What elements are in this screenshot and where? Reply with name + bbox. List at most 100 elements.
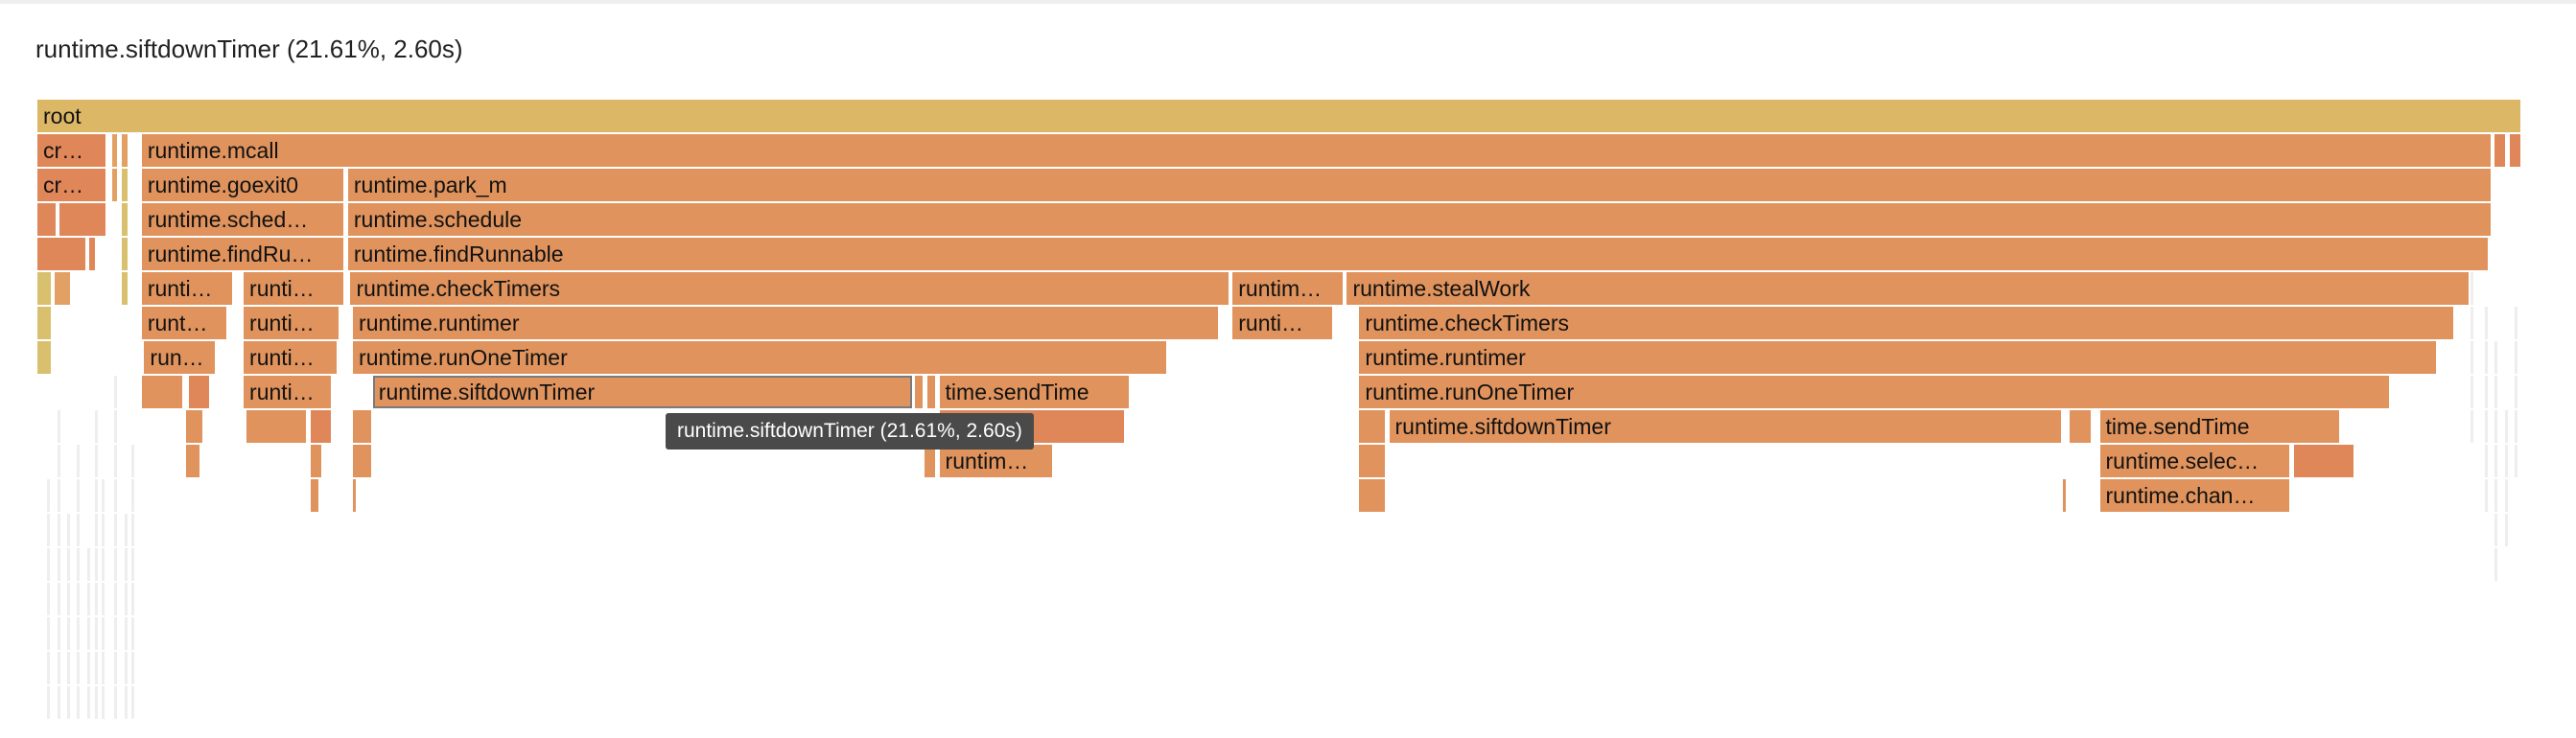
flame-frame[interactable]	[186, 410, 204, 443]
flame-frame[interactable]: runtime.findRu…	[141, 238, 346, 270]
flame-frame[interactable]	[311, 479, 321, 512]
flame-frame-sliver[interactable]	[102, 548, 105, 581]
flame-frame-sliver[interactable]	[86, 652, 90, 684]
flame-frame-sliver[interactable]	[102, 686, 105, 719]
flame-frame-sliver[interactable]	[2485, 307, 2489, 339]
flame-frame-sliver[interactable]	[47, 583, 51, 615]
flame-frame[interactable]: run…	[144, 341, 217, 374]
flame-frame-sliver[interactable]	[86, 583, 90, 615]
flame-frame-sliver[interactable]	[131, 652, 135, 684]
flame-frame-sliver[interactable]	[102, 617, 105, 650]
flame-frame-sliver[interactable]	[67, 617, 71, 650]
flame-frame[interactable]: time.sendTime	[2099, 410, 2341, 443]
flame-frame[interactable]	[2070, 410, 2093, 443]
flame-frame-sliver[interactable]	[57, 686, 60, 719]
flame-frame[interactable]: runtime.runOneTimer	[1359, 376, 2391, 408]
flame-frame-sliver[interactable]	[131, 617, 135, 650]
flame-frame-sliver[interactable]	[57, 583, 60, 615]
flame-frame-sliver[interactable]	[2515, 341, 2518, 374]
flame-frame[interactable]: runti…	[244, 341, 339, 374]
flame-frame-sliver[interactable]	[67, 583, 71, 615]
flame-frame[interactable]: runti…	[244, 376, 334, 408]
flame-frame-sliver[interactable]	[67, 548, 71, 581]
flame-frame-sliver[interactable]	[77, 686, 81, 719]
flame-frame-sliver[interactable]	[67, 652, 71, 684]
flame-frame-sliver[interactable]	[77, 617, 81, 650]
flame-frame[interactable]: runtime.runOneTimer	[353, 341, 1168, 374]
flame-frame[interactable]: runtime.schedule	[347, 203, 2493, 236]
flame-frame-sliver[interactable]	[2515, 445, 2518, 477]
flame-frame[interactable]	[59, 203, 107, 236]
flame-frame-sliver[interactable]	[94, 514, 98, 546]
flame-frame-sliver[interactable]	[47, 548, 51, 581]
flame-frame[interactable]: runtime.park_m	[347, 169, 2493, 201]
flame-frame[interactable]	[122, 169, 129, 201]
flame-frame-sliver[interactable]	[2485, 376, 2489, 408]
flame-frame-sliver[interactable]	[2470, 272, 2473, 305]
flame-frame[interactable]	[2293, 445, 2356, 477]
flame-frame-sliver[interactable]	[114, 583, 118, 615]
flame-frame-sliver[interactable]	[102, 583, 105, 615]
flame-frame-sliver[interactable]	[102, 479, 105, 512]
flame-frame-sliver[interactable]	[57, 652, 60, 684]
flame-frame-sliver[interactable]	[2504, 514, 2508, 546]
flame-frame-sliver[interactable]	[94, 548, 98, 581]
flame-frame[interactable]: runtime.sched…	[141, 203, 346, 236]
flame-frame-sliver[interactable]	[102, 652, 105, 684]
flame-frame[interactable]	[2510, 134, 2522, 167]
flame-frame[interactable]	[122, 203, 129, 236]
flame-frame-sliver[interactable]	[2515, 307, 2518, 339]
flame-frame[interactable]	[311, 410, 334, 443]
flame-frame-sliver[interactable]	[131, 445, 135, 477]
flame-frame-sliver[interactable]	[2494, 514, 2498, 546]
flame-frame[interactable]: runtime.checkTimers	[350, 272, 1230, 305]
flame-frame[interactable]	[2494, 134, 2508, 167]
flame-frame[interactable]: cr…	[37, 134, 107, 167]
flame-frame[interactable]: runtime.findRunnable	[347, 238, 2491, 270]
flame-frame[interactable]	[914, 376, 925, 408]
flame-frame-sliver[interactable]	[2515, 410, 2518, 443]
flame-frame-sliver[interactable]	[94, 617, 98, 650]
flame-frame-sliver[interactable]	[77, 514, 81, 546]
flame-frame-sliver[interactable]	[2470, 410, 2473, 443]
flame-frame-sliver[interactable]	[67, 686, 71, 719]
flame-frame[interactable]: runti…	[141, 272, 234, 305]
flame-frame[interactable]: runti…	[244, 272, 346, 305]
flame-frame-sliver[interactable]	[114, 686, 118, 719]
flame-frame-sliver[interactable]	[77, 652, 81, 684]
flame-frame[interactable]	[353, 410, 373, 443]
flame-frame[interactable]	[55, 272, 73, 305]
flame-frame-sliver[interactable]	[131, 479, 135, 512]
flame-frame-sliver[interactable]	[2485, 445, 2489, 477]
flame-frame-sliver[interactable]	[2494, 548, 2498, 581]
flame-frame-sliver[interactable]	[47, 686, 51, 719]
flame-frame-sliver[interactable]	[57, 410, 60, 443]
flame-frame-sliver[interactable]	[124, 514, 128, 546]
flame-frame-sliver[interactable]	[47, 617, 51, 650]
flame-frame[interactable]: runtime.mcall	[141, 134, 2493, 167]
flame-frame[interactable]: runtim…	[1232, 272, 1345, 305]
flame-frame[interactable]: time.sendTime	[939, 376, 1132, 408]
flame-frame[interactable]: runtime.checkTimers	[1359, 307, 2456, 339]
flame-frame-sliver[interactable]	[57, 514, 60, 546]
flame-frame-sliver[interactable]	[114, 652, 118, 684]
flame-frame-sliver[interactable]	[114, 479, 118, 512]
flame-frame-sliver[interactable]	[47, 652, 51, 684]
flame-frame[interactable]	[1359, 479, 1387, 512]
flame-frame-sliver[interactable]	[2504, 445, 2508, 477]
flame-frame[interactable]: runtime.runtimer	[353, 307, 1221, 339]
flame-frame[interactable]: root	[37, 100, 2522, 132]
flame-frame[interactable]	[186, 445, 201, 477]
flame-frame-sliver[interactable]	[86, 548, 90, 581]
flame-frame-sliver[interactable]	[2470, 376, 2473, 408]
flame-frame[interactable]	[37, 203, 58, 236]
flame-frame[interactable]	[141, 376, 184, 408]
flame-frame[interactable]	[189, 376, 212, 408]
flame-frame[interactable]: runtime.chan…	[2099, 479, 2292, 512]
flame-frame-sliver[interactable]	[2470, 341, 2473, 374]
flame-frame[interactable]: runt…	[141, 307, 229, 339]
flame-frame[interactable]	[37, 341, 53, 374]
flame-frame-sliver[interactable]	[86, 686, 90, 719]
flame-frame-sliver[interactable]	[114, 410, 118, 443]
flame-frame-sliver[interactable]	[2470, 307, 2473, 339]
